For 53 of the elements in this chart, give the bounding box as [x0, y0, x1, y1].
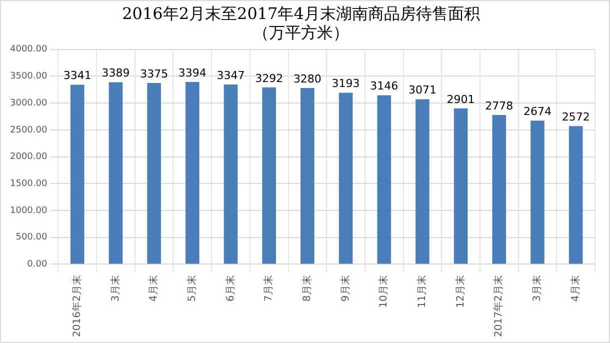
- data-label: 3341: [63, 69, 92, 82]
- bar: [338, 92, 353, 264]
- x-tick-label: 12月末: [454, 275, 466, 308]
- x-tick-label: 3月末: [109, 275, 122, 302]
- y-tick-label: 1000.00: [10, 206, 48, 216]
- data-label: 2572: [562, 110, 590, 124]
- x-tick-label: 4月末: [569, 275, 582, 302]
- bar: [492, 115, 506, 264]
- text: 2016年2月末至2017年4月末湖南商品房待售面积: [122, 4, 480, 23]
- bar: [147, 82, 161, 264]
- y-tick-label: 3000.00: [10, 98, 48, 108]
- x-tick-label: 3月末: [531, 275, 544, 302]
- x-tick-label: 5月末: [186, 275, 198, 302]
- bar: [454, 108, 468, 264]
- y-tick-label: 0.00: [27, 260, 48, 270]
- bar: [262, 87, 276, 264]
- data-label: 3292: [255, 72, 284, 85]
- x-tick-label: 2016年2月末: [70, 275, 83, 337]
- data-label: 2674: [523, 104, 552, 118]
- data-label: 3347: [216, 68, 245, 82]
- bar: [300, 88, 314, 264]
- y-tick-label: 500.00: [16, 232, 48, 243]
- data-label: 2901: [446, 92, 475, 106]
- data-label: 3375: [140, 67, 168, 80]
- data-label: 3146: [370, 80, 398, 93]
- data-label: 3071: [408, 84, 436, 97]
- x-tick-label: 2017年2月末: [492, 275, 505, 337]
- x-tick-label: 11月末: [416, 275, 428, 308]
- data-label: 3280: [293, 72, 322, 86]
- x-tick-label: 6月末: [224, 275, 236, 302]
- y-tick-label: 3500.00: [10, 72, 48, 82]
- x-tick-label: 8月末: [301, 275, 314, 302]
- text: （万平方米）: [253, 22, 349, 42]
- x-tick-label: 10月末: [378, 275, 390, 308]
- bar: [530, 120, 544, 264]
- data-label: 3193: [332, 77, 360, 90]
- data-label: 3389: [102, 66, 130, 80]
- bar: [224, 84, 238, 264]
- bar: [568, 126, 583, 264]
- bar: [377, 95, 392, 264]
- y-tick-label: 2500.00: [10, 125, 48, 136]
- y-tick-label: 4000.00: [10, 44, 48, 55]
- x-tick-label: 9月末: [339, 275, 352, 302]
- bar: [70, 84, 84, 264]
- bar: [416, 99, 430, 264]
- data-label: 2778: [485, 99, 514, 112]
- x-tick-label: 4月末: [148, 275, 160, 302]
- bar: [186, 82, 200, 264]
- x-tick-label: 7月末: [262, 275, 275, 302]
- bar: [108, 82, 123, 264]
- data-label: 3394: [178, 66, 206, 80]
- y-tick-label: 2000.00: [10, 152, 48, 162]
- y-tick-label: 1500.00: [10, 178, 48, 189]
